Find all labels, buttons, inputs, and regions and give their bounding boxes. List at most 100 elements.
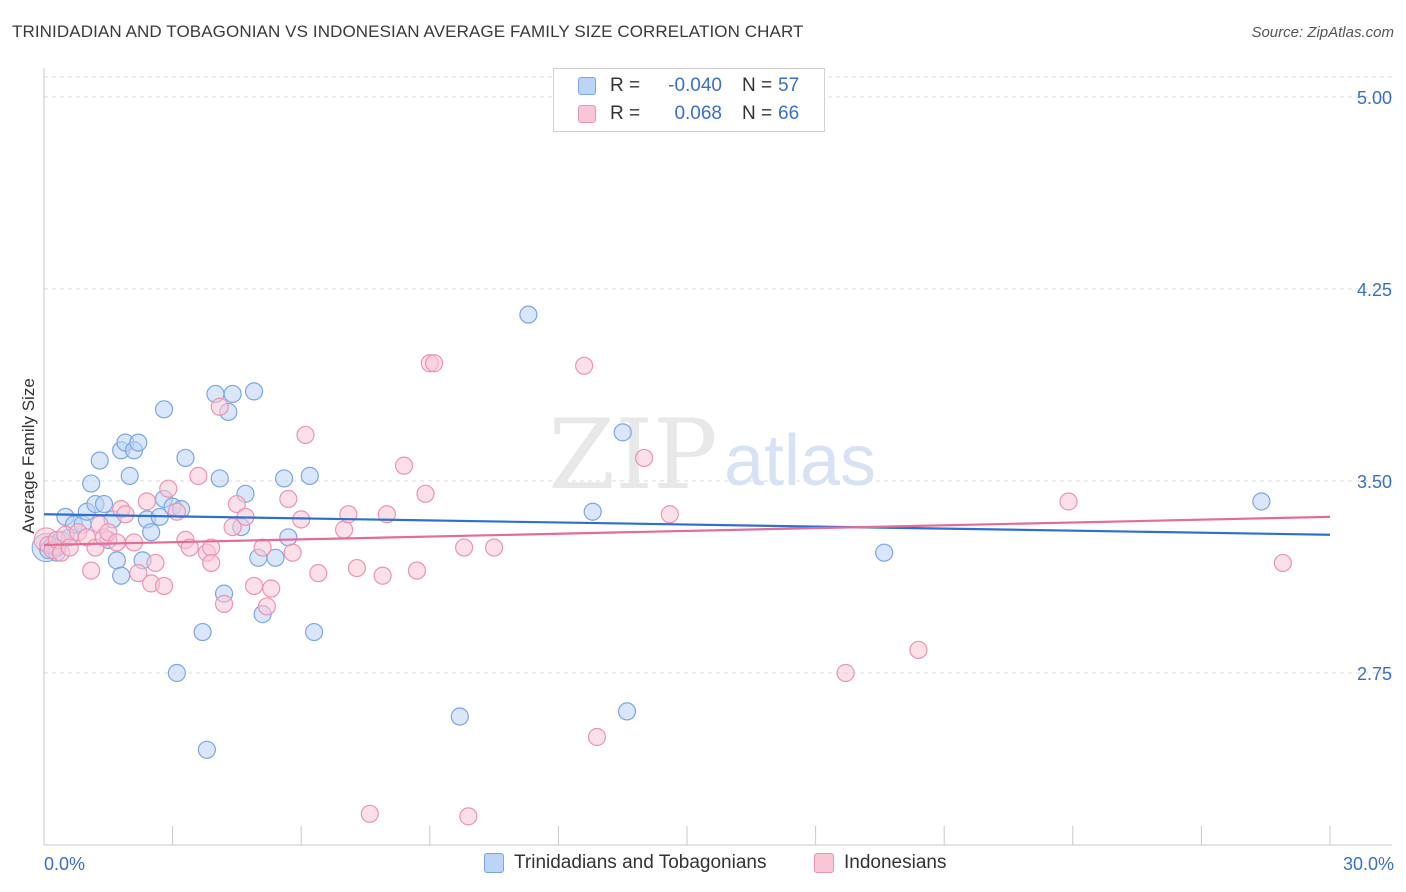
n-label: N = <box>742 103 773 124</box>
indonesian-point <box>116 505 135 524</box>
trinidadian-trend-line <box>43 513 1331 536</box>
legend-label-series2: Indonesians <box>844 852 947 873</box>
trinidadian-point <box>176 448 195 468</box>
legend-row-series2: R = 0.068 N = 66 <box>578 101 799 127</box>
trinidadian-point <box>120 466 139 485</box>
indonesian-point <box>167 502 186 521</box>
legend-swatch-blue <box>484 853 504 873</box>
trinidadian-point <box>583 502 602 521</box>
indonesian-point <box>253 538 272 557</box>
axes: 2.75 3.50 4.25 5.00 0.0% 30.0% <box>43 68 1394 874</box>
trinidadian-point <box>244 382 264 401</box>
r-value: 0.068 <box>674 103 722 124</box>
indonesian-point <box>454 538 474 557</box>
indonesian-point <box>334 520 354 539</box>
indonesian-point <box>394 456 414 475</box>
trinidadian-point <box>112 566 131 585</box>
indonesian-point <box>660 505 679 524</box>
r-label: R = <box>610 103 641 124</box>
y-tick-label: 5.00 <box>1357 88 1392 108</box>
x-tick-label: 30.0% <box>1343 854 1394 874</box>
indonesian-point <box>296 425 315 445</box>
indonesian-point <box>227 494 246 514</box>
indonesian-point <box>202 553 221 573</box>
trinidadian-point <box>223 384 242 404</box>
n-value: 66 <box>778 103 800 124</box>
trinidadian-point <box>300 466 319 485</box>
indonesian-point <box>82 561 101 580</box>
indonesian-point <box>377 505 397 524</box>
indonesian-point <box>262 579 281 598</box>
indonesian-point <box>1059 492 1078 511</box>
indonesian-point <box>909 640 928 660</box>
indonesian-point <box>635 448 654 468</box>
trinidadian-point <box>210 469 229 488</box>
y-axis-label: Average Family Size <box>19 378 38 534</box>
n-label: N = <box>742 75 773 96</box>
legend-swatch-blue <box>578 77 596 95</box>
trinidadian-point <box>519 305 538 324</box>
trend-lines <box>43 513 1331 547</box>
data-points <box>31 305 1292 826</box>
indonesian-point <box>189 466 208 485</box>
indonesian-point <box>214 594 234 613</box>
indonesian-point <box>347 558 367 578</box>
trinidadian-point <box>450 707 469 726</box>
indonesian-point <box>146 553 165 573</box>
indonesian-trend-line <box>43 515 1331 547</box>
indonesian-point <box>159 479 178 498</box>
trinidadian-point <box>304 622 324 642</box>
trinidadian-point <box>266 548 285 567</box>
bottom-legend-series1[interactable]: Trinidadians and Tobagonians <box>484 852 766 874</box>
chart-title: TRINIDADIAN AND TOBAGONIAN VS INDONESIAN… <box>12 22 804 41</box>
watermark-zip: ZIP <box>548 399 717 511</box>
bottom-legend-series2[interactable]: Indonesians <box>814 852 946 874</box>
legend-swatch-pink <box>578 105 596 123</box>
trinidadian-point <box>142 523 161 542</box>
y-tick-label: 3.50 <box>1357 472 1392 492</box>
r-label: R = <box>610 75 641 96</box>
legend-swatch-pink <box>814 853 834 873</box>
indonesian-point <box>257 597 277 616</box>
indonesian-point <box>244 576 264 596</box>
indonesian-point <box>154 576 174 596</box>
trinidadian-point <box>167 663 186 683</box>
trinidadian-point <box>197 740 216 759</box>
indonesian-point <box>360 804 379 823</box>
trinidadian-point <box>107 551 126 570</box>
trinidadian-point <box>1252 492 1271 511</box>
indonesian-point <box>279 489 298 509</box>
indonesian-point <box>424 354 444 373</box>
indonesian-point <box>416 484 435 503</box>
indonesian-point <box>210 397 229 416</box>
indonesian-point <box>283 543 302 562</box>
stats-legend: R = -0.040 N = 57 R = 0.068 N = 66 <box>553 68 825 132</box>
watermark: ZIP atlas <box>548 399 876 511</box>
indonesian-point <box>180 538 199 557</box>
indonesian-point <box>459 807 478 826</box>
legend-row-series1: R = -0.040 N = 57 <box>578 73 799 99</box>
x-tick-label: 0.0% <box>44 854 85 874</box>
indonesian-point <box>129 564 148 583</box>
indonesian-point <box>485 538 504 557</box>
watermark-atlas: atlas <box>724 421 876 501</box>
indonesian-point <box>60 538 79 557</box>
y-tick-label: 4.25 <box>1357 280 1392 300</box>
r-value: -0.040 <box>668 75 722 96</box>
trinidadian-point <box>875 543 894 562</box>
indonesian-point <box>309 564 328 583</box>
trinidadian-point <box>129 433 148 452</box>
indonesian-point <box>223 517 242 537</box>
indonesian-point <box>137 492 156 511</box>
indonesian-point <box>587 727 607 747</box>
trinidadian-point <box>279 528 298 547</box>
indonesian-point <box>836 663 855 683</box>
trinidadian-point <box>617 702 637 721</box>
source-label: Source: ZipAtlas.com <box>1251 24 1394 41</box>
trinidadian-point <box>193 622 212 642</box>
indonesian-point <box>575 356 594 375</box>
trinidadian-point <box>94 494 114 514</box>
trinidadian-point <box>154 400 174 419</box>
trinidadian-point <box>90 451 109 470</box>
